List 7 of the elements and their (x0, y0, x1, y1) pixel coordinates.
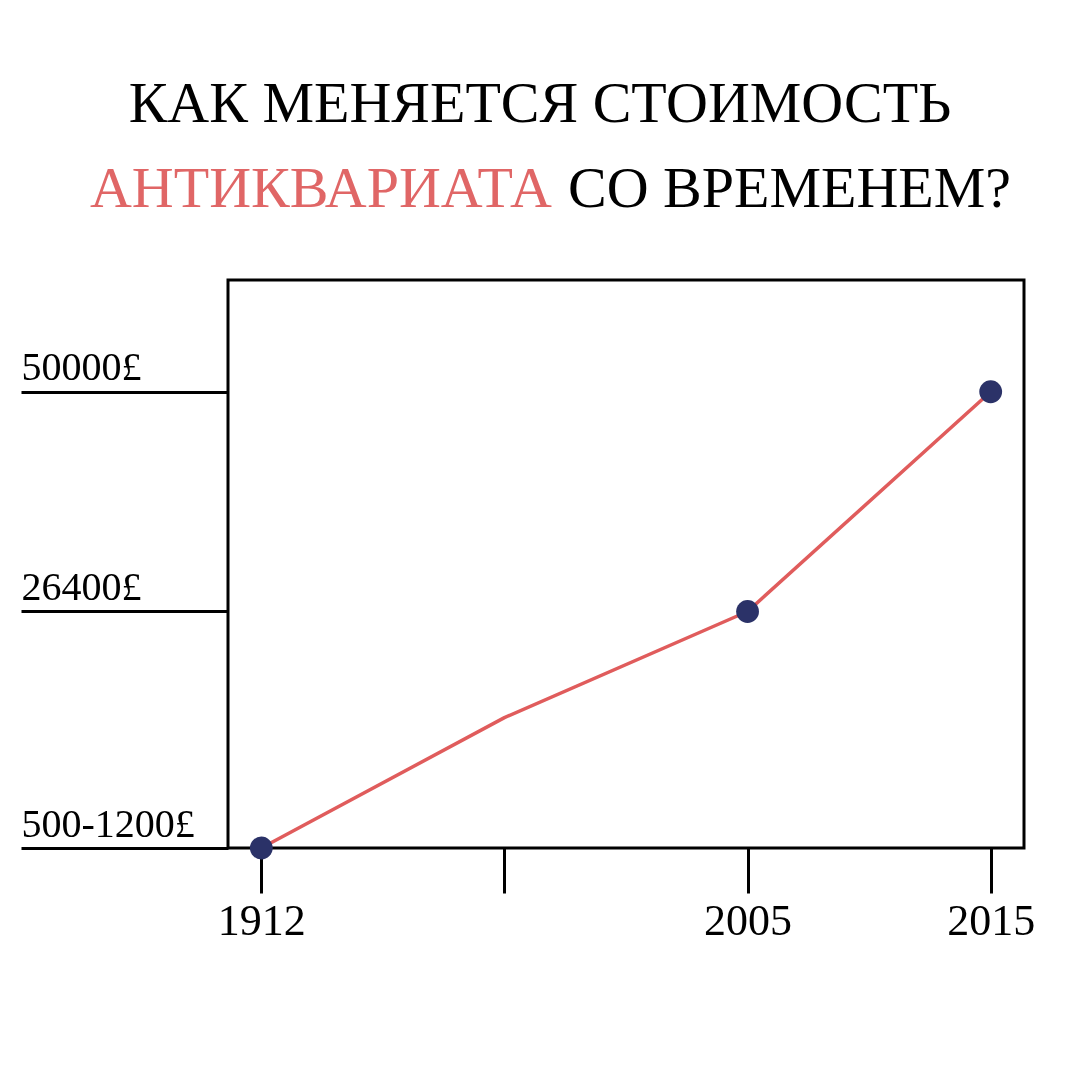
x-tick-label: 2005 (704, 895, 793, 945)
x-tick-label: 2015 (947, 895, 1036, 945)
y-tick-label: 50000£ (21, 344, 142, 390)
chart-title: КАК МЕНЯЕТСЯ СТОИМОСТЬ АНТИКВАРИАТА СО ВРЕМЕНЕМ? (89, 70, 1012, 220)
x-tick-label: 1912 (217, 895, 306, 945)
y-tick-label: 500-1200£ (21, 800, 195, 846)
y-tick-label: 26400£ (21, 563, 142, 609)
